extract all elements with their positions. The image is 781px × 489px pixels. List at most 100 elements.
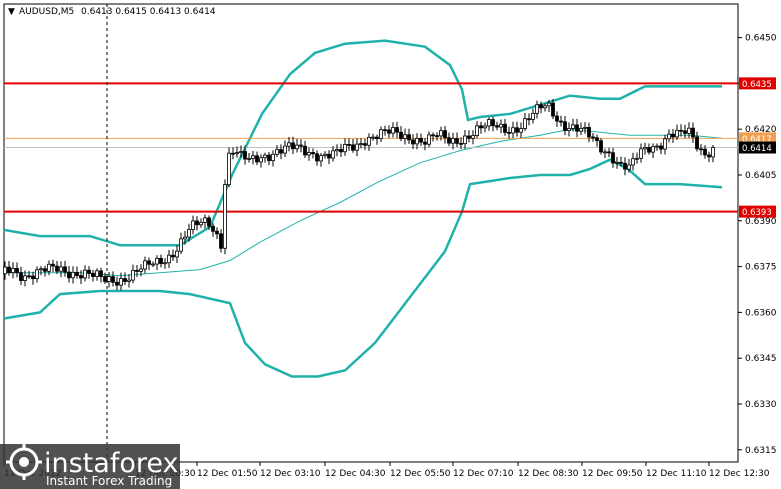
candle-body [215,230,219,235]
candle-body [359,143,363,146]
candle-body [95,270,99,277]
price-badge [739,205,776,218]
candle-body [123,278,127,282]
x-tick-label: 12 Dec 12:30 [709,469,770,479]
candle-body [623,162,627,170]
candle-body [687,127,691,134]
candle-body [467,135,471,139]
candle-body [635,157,639,160]
candle-body [143,260,147,270]
candle-body [443,130,447,139]
candle-body [527,118,531,121]
candle-body [479,125,483,129]
candle-body [411,139,415,145]
candle-body [27,275,31,278]
candle-body [191,220,195,230]
price-badge [739,77,776,90]
candle-body [495,125,499,128]
price-badge [739,141,776,154]
candle-body [71,271,75,279]
candle-body [383,129,387,132]
candle-body [571,124,575,129]
candle-body [707,154,711,158]
candle-body [559,120,563,123]
x-tick-label: 12 Dec 08:30 [518,469,579,479]
candle-body [403,134,407,139]
candle-body [59,266,63,272]
candle-body [303,145,307,156]
candle-body [619,161,623,164]
candle-body [327,153,331,159]
candle-body [607,151,611,154]
x-tick-label: 12 Dec 03:10 [260,469,321,479]
candle-body [663,138,667,150]
candle-body [11,268,15,274]
y-tick-label: 0.6405 [745,171,777,181]
candle-body [219,233,223,249]
candle-body [259,157,263,163]
candle-body [179,238,183,252]
candle-body [563,121,567,131]
candle-body [511,127,515,134]
candle-body [139,268,143,272]
candle-body [611,152,615,164]
candle-body [195,220,199,226]
candle-body [523,118,527,129]
price-badge-label: 0.6414 [742,144,772,154]
candle-body [395,127,399,133]
x-tick-label: 12 Dec 01:50 [197,469,258,479]
candle-body [427,134,431,145]
candle-body [55,265,59,272]
candle-body [447,137,451,144]
candle-body [283,145,287,154]
candle-body [371,136,375,139]
candle-body [83,269,87,279]
candle-body [119,278,123,286]
candle-body [339,149,343,153]
candle-body [419,138,423,143]
candle-body [151,263,155,266]
candle-body [51,263,55,267]
candle-body [167,254,171,264]
candle-body [703,148,707,156]
candle-body [335,149,339,152]
x-tick-label: 12 Dec 07:10 [453,469,514,479]
x-tick-label: 12 Dec 09:50 [582,469,643,479]
y-tick-label: 0.6420 [745,125,777,135]
candle-body [555,115,559,122]
candle-body [331,150,335,159]
candle-body [695,136,699,150]
candle-body [147,260,151,265]
candle-body [367,136,371,146]
candle-body [35,269,39,280]
candle-body [423,141,427,145]
candle-body [3,266,7,275]
candle-body [239,151,243,154]
y-tick-label: 0.6315 [745,446,777,456]
candle-body [647,147,651,153]
logo-main-text: instaforex [44,448,178,479]
candle-body [379,129,383,140]
x-tick-label: 12 Dec 11:10 [646,469,707,479]
candle-body [227,152,231,186]
candle-body [391,127,395,134]
y-tick-label: 0.6330 [745,400,777,410]
candle-body [627,164,631,170]
candle-body [23,275,27,281]
candle-body [463,135,467,145]
candle-body [131,269,135,281]
candle-body [399,131,403,139]
candle-body [91,272,95,277]
candle-body [255,155,259,163]
candle-body [347,144,351,146]
candle-body [87,269,91,274]
x-tick-label: 12 Dec 04:30 [325,469,386,479]
candle-body [639,148,643,159]
candle-body [323,153,327,156]
candle-body [275,149,279,155]
candle-body [343,144,347,153]
bollinger-lower-band [3,158,723,378]
logo-sub-text: Instant Forex Trading [46,474,172,488]
candle-body [351,144,355,151]
